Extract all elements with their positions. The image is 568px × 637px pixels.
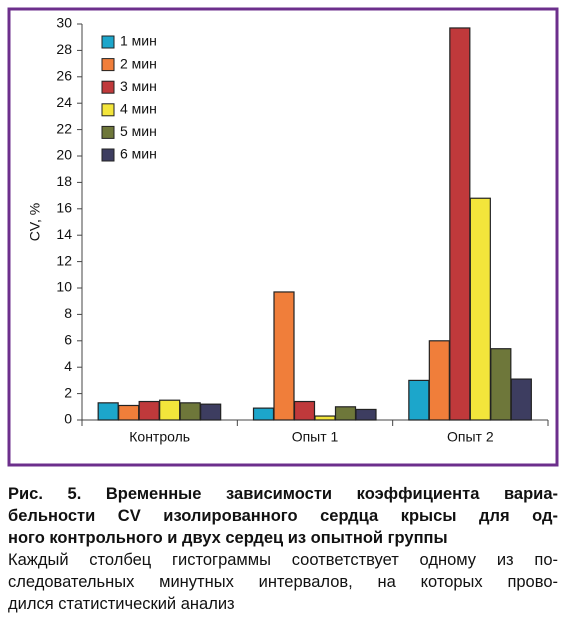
legend-swatch [101, 125, 115, 139]
bar [179, 402, 201, 421]
legend-swatch [101, 58, 115, 72]
x-tick-label: Опыт 1 [292, 429, 339, 445]
y-tick-label: 24 [56, 94, 72, 110]
y-tick-label: 6 [64, 332, 72, 348]
legend-swatch [101, 35, 115, 49]
legend-label: 2 мин [120, 55, 157, 71]
bar [293, 400, 316, 421]
y-tick-label: 0 [64, 411, 72, 427]
y-tick-label: 16 [56, 200, 72, 216]
bar [97, 402, 119, 421]
bar [355, 408, 377, 421]
x-tick-label: Контроль [129, 429, 190, 445]
caption-line: бельности CV изолированного сердца крысы… [8, 507, 558, 525]
legend-label: 5 мин [120, 123, 157, 139]
y-axis-label: CV, % [27, 203, 43, 241]
legend-swatch [101, 80, 115, 94]
bar [469, 197, 491, 421]
y-tick-label: 12 [56, 252, 72, 268]
legend-label: 1 мин [120, 33, 157, 49]
legend-label: 4 мин [120, 101, 157, 117]
bar [428, 340, 450, 421]
caption-line: ного контрольного и двух сердец из опытн… [8, 529, 448, 547]
bar [273, 291, 295, 421]
caption: Рис. 5. Временные зависимости коэффициен… [8, 483, 558, 615]
bar [408, 379, 430, 421]
y-tick-label: 20 [56, 147, 72, 163]
legend-swatch [101, 148, 115, 162]
caption-line: Рис. 5. Временные зависимости коэффициен… [8, 485, 558, 503]
caption-line: следовательных минутных интервалов, на к… [8, 573, 558, 591]
legend-label: 3 мин [120, 78, 157, 94]
bar [138, 400, 160, 421]
bar [334, 406, 357, 421]
bar [510, 378, 532, 421]
bar [314, 415, 336, 421]
bar [200, 403, 222, 421]
x-tick-label: Опыт 2 [447, 429, 494, 445]
y-tick-label: 18 [56, 173, 72, 189]
y-tick-label: 22 [56, 120, 72, 136]
legend-swatch [101, 103, 115, 117]
caption-line: Каждый столбец гистограммы соответствует… [8, 551, 558, 569]
y-tick-label: 4 [64, 358, 72, 374]
bar [490, 348, 512, 421]
y-tick-label: 14 [56, 226, 72, 242]
y-tick-label: 8 [64, 305, 72, 321]
bar [252, 407, 275, 421]
legend-label: 6 мин [120, 146, 157, 162]
y-tick-label: 28 [56, 41, 72, 57]
y-tick-label: 26 [56, 68, 72, 84]
bar [159, 399, 181, 421]
bar [449, 27, 471, 421]
y-tick-label: 30 [56, 15, 72, 31]
y-tick-label: 10 [56, 279, 72, 295]
caption-line: дился статистический анализ [8, 595, 235, 613]
y-tick-label: 2 [64, 384, 72, 400]
bar [118, 404, 140, 421]
chart: CV, % 024681012141618202224262830Контрол… [7, 7, 559, 467]
